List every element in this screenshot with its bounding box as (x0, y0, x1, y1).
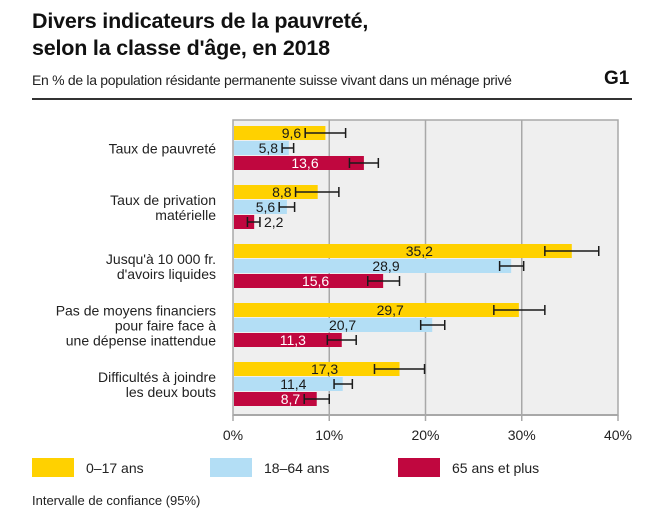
chart-title-line2: selon la classe d'âge, en 2018 (32, 36, 330, 60)
chart-subtitle: En % de la population résidante permanen… (32, 72, 512, 88)
category-label: d'avoirs liquides (117, 266, 216, 282)
category-label: Jusqu'à 10 000 fr. (106, 251, 216, 267)
legend-swatch-65-plus (398, 458, 440, 477)
data-label: 13,6 (291, 155, 318, 171)
bar-0 (234, 244, 572, 258)
legend-item-65-plus: 65 ans et plus (398, 458, 539, 477)
bar-0 (234, 362, 400, 376)
data-label: 8,7 (281, 391, 301, 407)
data-label: 29,7 (377, 302, 404, 318)
data-label: 2,2 (264, 214, 284, 230)
legend-item-18-64: 18–64 ans (210, 458, 329, 477)
bar-2 (234, 215, 255, 229)
category-label: Taux de pauvreté (109, 141, 217, 157)
bar-2 (234, 274, 384, 288)
x-tick-label: 0% (223, 427, 243, 443)
bar-1 (234, 259, 512, 273)
category-label: Difficultés à joindre (98, 369, 216, 385)
confidence-interval-note: Intervalle de confiance (95%) (32, 493, 201, 508)
data-label: 17,3 (311, 361, 338, 377)
x-tick-label: 30% (508, 427, 536, 443)
data-label: 11,4 (280, 376, 306, 392)
category-label: Taux de privation (110, 192, 216, 208)
legend-swatch-18-64 (210, 458, 252, 477)
data-label: 5,8 (259, 140, 279, 156)
data-label: 8,8 (272, 184, 292, 200)
legend-label-65-plus: 65 ans et plus (452, 459, 540, 476)
chart-title: Divers indicateurs de la pauvreté, selon… (32, 8, 368, 62)
category-label: une dépense inattendue (66, 333, 216, 349)
category-label: les deux bouts (126, 384, 216, 400)
chart-title-line1: Divers indicateurs de la pauvreté, (32, 9, 369, 33)
data-label: 20,7 (329, 317, 356, 333)
bar-1 (234, 377, 343, 391)
bar-1 (234, 141, 289, 155)
x-tick-label: 10% (315, 427, 343, 443)
bar-1 (234, 318, 433, 332)
bar-1 (234, 200, 287, 214)
category-label: matérielle (155, 207, 216, 223)
bar-2 (234, 392, 317, 406)
graph-number: G1 (604, 68, 630, 89)
title-divider (32, 98, 632, 100)
x-tick-label: 20% (411, 427, 439, 443)
category-label: pour faire face à (115, 318, 216, 334)
data-label: 11,3 (280, 332, 306, 348)
data-label: 9,6 (282, 125, 302, 141)
category-label: Pas de moyens financiers (56, 303, 216, 319)
bar-0 (234, 303, 519, 317)
bar-2 (234, 156, 364, 170)
legend-swatch-0-17 (32, 458, 74, 477)
legend-label-0-17: 0–17 ans (86, 459, 144, 476)
data-label: 35,2 (406, 243, 433, 259)
bar-0 (234, 126, 326, 140)
bar-0 (234, 185, 318, 199)
legend-label-18-64: 18–64 ans (264, 459, 330, 476)
data-label: 5,6 (256, 199, 276, 215)
bar-2 (234, 333, 342, 347)
x-tick-label: 40% (604, 427, 632, 443)
data-label: 28,9 (372, 258, 399, 274)
data-label: 15,6 (302, 273, 329, 289)
legend-item-0-17: 0–17 ans (32, 458, 144, 477)
